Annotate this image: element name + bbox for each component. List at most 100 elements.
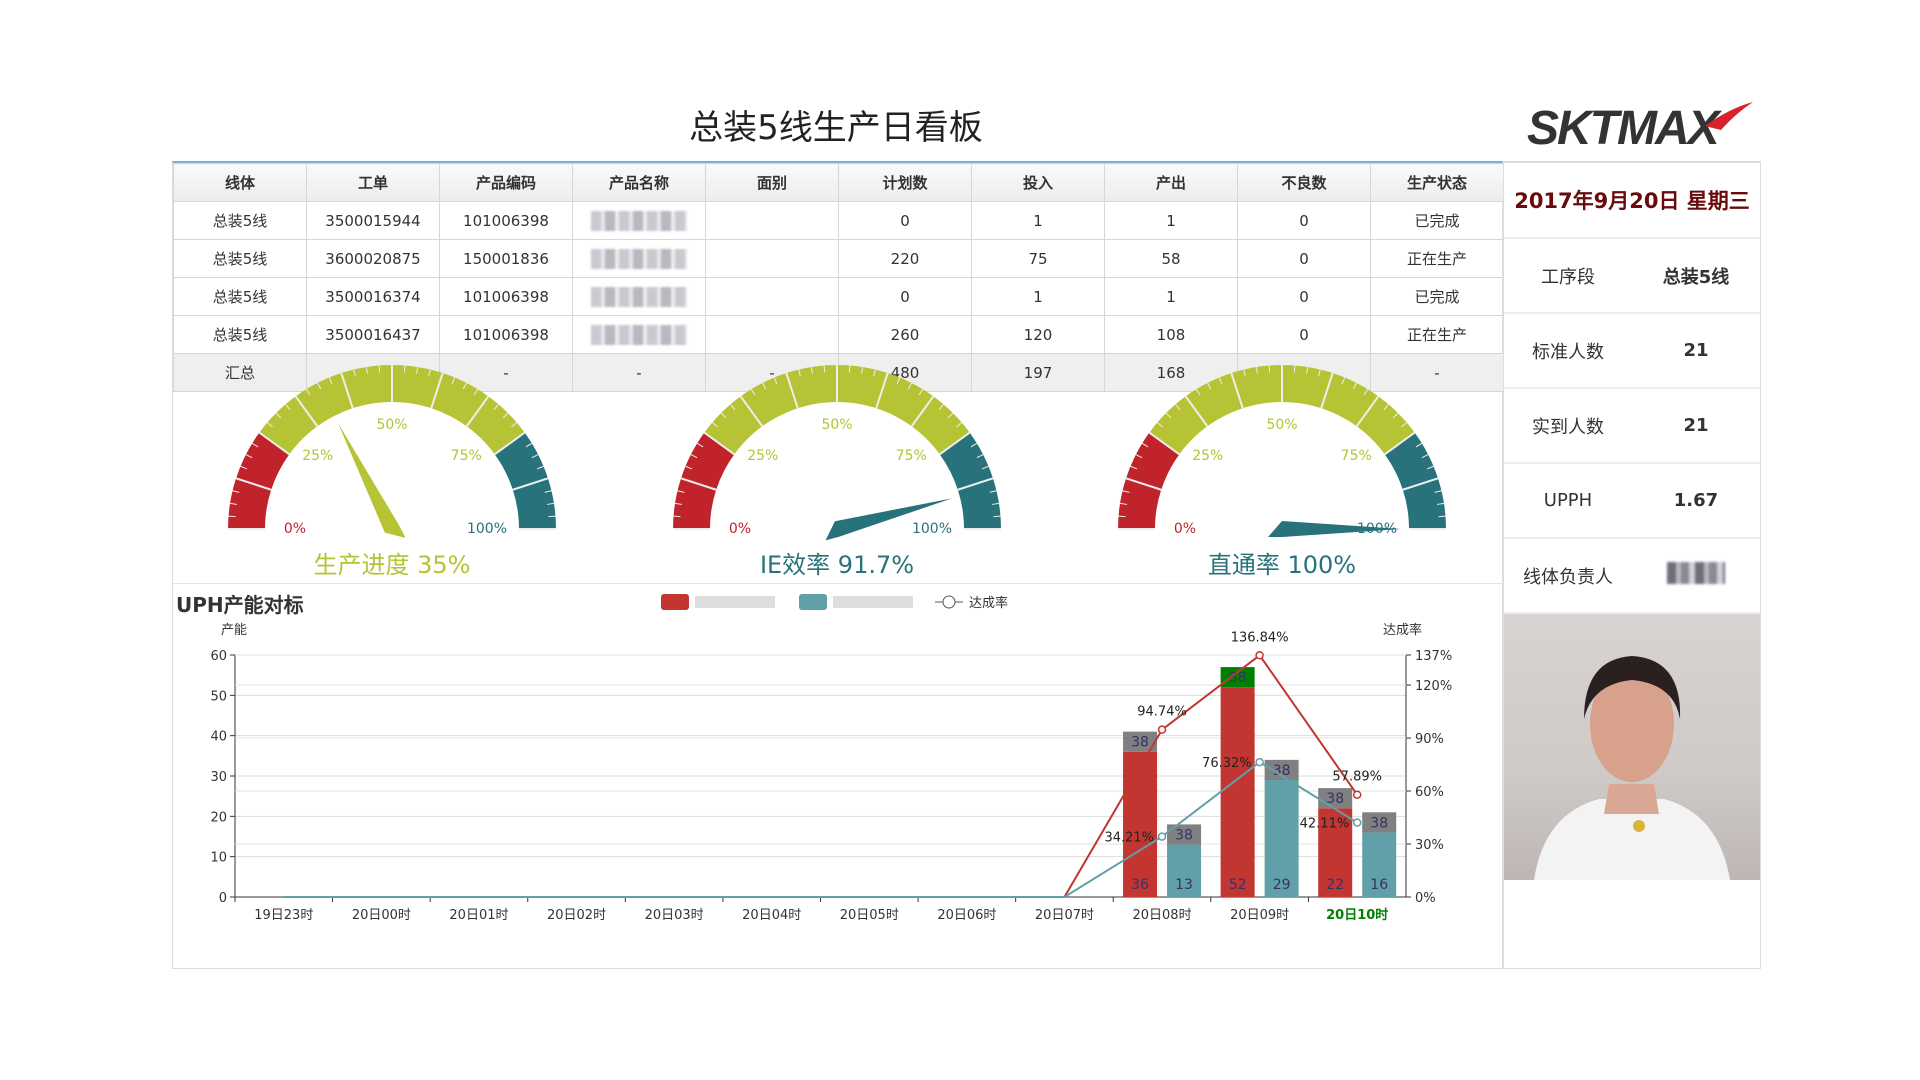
column-header: 计划数 [838,163,972,202]
gauge-minor-tick [511,422,518,428]
gauge-minor-tick [711,422,718,428]
svg-text:SKTMAX: SKTMAX [1527,102,1723,152]
gauge-minor-tick [677,490,685,493]
gauge-minor-tick [918,388,924,396]
gauge-minor-tick [947,412,954,419]
rate-line [283,760,1358,898]
gauge-minor-tick [1135,454,1143,459]
info-row: 实到人数 21 [1504,389,1760,464]
gauge: 0%25%50%75%100%直通率 100% [1118,364,1446,579]
legend-label[interactable]: 达成率 [969,595,1008,611]
gauge-minor-tick [848,365,851,373]
gauge-minor-tick [720,412,727,419]
table-cell: 0 [1237,239,1371,278]
target-cap [1220,667,1255,688]
target-label: 38 [1175,827,1193,843]
y-tick-label: 40 [210,730,227,745]
gauge-band [1118,432,1180,529]
gauge-tick [785,372,799,409]
gauge-minor-tick [673,515,681,518]
gauge-tick [1125,477,1162,491]
y2-tick-label: 90% [1415,732,1444,747]
gauge-band [1149,364,1415,455]
table-cell: 120 [971,315,1105,354]
gauge-tick-label: 25% [302,448,333,464]
info-panel: 2017年9月20日 星期三 工序段 总装5线 标准人数 21 实到人数 21 UPPH 1.… [1503,161,1761,969]
summary-cell: 汇总 [173,353,307,392]
table-cell: 101006398 [439,201,573,240]
gauge-minor-tick [991,502,1000,505]
legend-swatch-red[interactable] [661,594,689,610]
rate-label: 136.84% [1231,630,1289,645]
gauge-minor-tick [1318,369,1321,377]
gauge-minor-tick [1363,388,1369,396]
summary-cell: - [1370,353,1504,392]
gauge-minor-tick [750,388,756,396]
gauge-tick [1230,372,1244,409]
gauge-minor-tick [1122,490,1130,493]
table-cell [705,277,839,316]
x-tick-label: 20日02时 [547,908,606,923]
table-cell: 58 [1104,239,1238,278]
gauge-tick [1184,395,1209,427]
bar-value-label: 29 [1273,877,1291,893]
gauge-tick [258,431,290,456]
legend-swatch-teal[interactable] [799,594,827,610]
gauge-tick [680,477,717,491]
gauge-tick [939,431,971,456]
gauge-minor-tick [956,422,963,428]
rate-label: 57.89% [1332,770,1382,785]
gauge-minor-tick [981,465,989,470]
info-label: 标准人数 [1532,341,1604,363]
info-value: 总装5线 [1662,266,1730,288]
page-title: 总装5线生产日看板 [689,108,983,148]
table-row[interactable]: 总装5线 3500016437 101006398 260 120 108 0 正在生产 [173,315,1504,354]
table-cell: 1 [971,201,1105,240]
chart-title: UPH产能对标 [176,593,304,617]
gauge-minor-tick [762,382,767,390]
gauge-minor-tick [685,465,693,470]
gauge-minor-tick [1255,366,1258,375]
gauge-tick [294,395,319,427]
target-label: 38 [1131,735,1149,751]
table-cell: 108 [1104,315,1238,354]
bar [1264,780,1299,897]
gauge-minor-tick [305,388,311,396]
bar-value-label: 16 [1370,877,1388,893]
gauge-minor-tick [353,369,356,377]
gauge-tick [1148,431,1180,456]
table-row[interactable]: 总装5线 3600020875 150001836 220 75 58 0 正在生产 [173,239,1504,278]
y2-tick-label: 0% [1415,891,1436,906]
table-row[interactable]: 总装5线 3500016374 101006398 0 1 1 0 已完成 [173,277,1504,316]
gauge-minor-tick [798,369,801,377]
table-cell [705,239,839,278]
gauge-minor-tick [251,442,259,448]
gauge-tick [739,395,764,427]
rate-point [1157,725,1167,734]
gauge-title: 生产进度 35% [314,551,471,579]
target-cap [1167,824,1202,845]
gauge-minor-tick [907,382,912,390]
gauge-minor-tick [240,465,248,470]
info-label: UPPH [1543,490,1593,511]
target-label: 38 [1326,791,1344,807]
y2-tick-label: 120% [1415,679,1452,694]
gauge-band [259,365,525,455]
y-axis-label: 产能 [221,623,247,638]
work-order-table: 线体 工单 产品编码 产品名称 面别 计划数 投入 产出 不良数 生产状态 总装5线 3500015… [173,163,1504,392]
table-cell: 正在生产 [1370,315,1504,354]
table-cell [705,315,839,354]
table-row[interactable]: 总装5线 3500015944 101006398 0 1 1 0 已完成 [173,201,1504,240]
column-header: 投入 [971,163,1105,202]
sktmax-logo: SKTMAX [1527,102,1753,152]
gauge-minor-tick [275,412,282,419]
gauge-tick [465,395,490,427]
redacted-product-name [591,248,687,269]
gauge-minor-tick [1426,465,1434,470]
gauge-minor-tick [1119,502,1128,505]
y-tick-label: 60 [210,649,227,664]
table-cell: 0 [838,201,972,240]
gauge-tick-label: 25% [1192,448,1223,464]
info-row: 工序段 总装5线 [1504,239,1760,314]
gauge-minor-tick [548,515,556,518]
